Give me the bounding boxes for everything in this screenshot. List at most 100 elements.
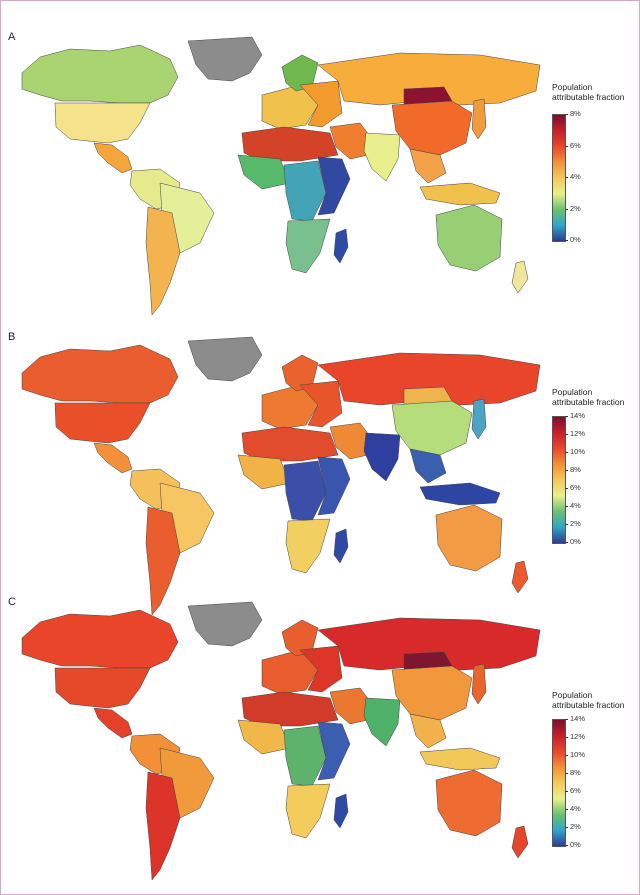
color-legend: Population attributable fraction 14% 12% 10%… [552,387,638,550]
legend-tick-mark [565,434,568,435]
region-greenland [187,36,263,82]
legend-tick-label: 10% [570,447,586,456]
region-india [363,697,401,747]
region-southern-africa [285,218,331,274]
region-east-africa [317,721,351,781]
region-southeast-asia [409,713,447,749]
legend-tick-mark [565,737,568,738]
legend-tick-label: 2% [570,822,581,831]
region-japan [471,98,487,140]
legend-tick-mark [565,827,568,828]
region-indonesia [419,747,501,771]
region-north-america-canada [21,609,179,669]
region-west-africa [237,454,291,490]
legend-title: Population attributable fraction [552,690,638,710]
panel-label: C [8,596,16,608]
region-japan [471,398,487,440]
legend-tick-label: 2% [570,203,581,213]
legend-colorbar [552,719,566,847]
region-usa [54,102,151,144]
legend-tick-mark [565,845,568,846]
world-choropleth-map [21,336,541,616]
legend-tick-label: 8% [570,109,581,118]
color-legend: Population attributable fraction 14% 12% 10%… [552,690,638,853]
legend-title-line2: attributable fraction [552,700,625,710]
legend-title-line1: Population [552,82,593,92]
region-madagascar [333,528,349,564]
legend-colorbar [552,114,566,242]
legend-tick-label: 6% [570,786,581,795]
legend-tick-mark [565,114,568,115]
region-north-america-canada [21,344,179,404]
legend-tick-label: 0% [570,537,581,546]
region-east-africa [317,456,351,516]
legend-tick-label: 6% [570,483,581,492]
region-china [391,665,473,721]
legend-tick-mark [565,177,568,178]
legend-tick-label: 6% [570,140,581,150]
region-north-africa [241,126,339,162]
legend-tick-mark [565,488,568,489]
legend-tick-label: 8% [570,465,581,474]
legend-tick-mark [565,145,568,147]
region-central-america [93,442,133,474]
world-choropleth-map [21,601,541,881]
region-southern-africa [285,518,331,574]
region-new-zealand [511,560,529,594]
legend-tick-mark [565,240,568,241]
legend-tick-label: 14% [570,714,586,723]
legend-tick-mark [565,542,568,543]
region-australia [435,504,503,572]
legend-tick-label: 12% [570,429,586,438]
region-new-zealand [511,260,529,294]
legend-tick-mark [565,208,568,210]
color-legend: Population attributable fraction 8% 6% 4% 2% 0… [552,82,638,248]
legend-tick-mark [565,506,568,507]
region-central-america [93,142,133,174]
region-north-africa [241,691,339,727]
world-choropleth-map [21,36,541,316]
region-greenland [187,336,263,382]
region-china [391,100,473,156]
region-north-america-canada [21,44,179,104]
legend-title-line1: Population [552,690,593,700]
legend-tick-mark [565,719,568,720]
legend-title: Population attributable fraction [552,82,638,102]
region-new-zealand [511,825,529,859]
region-southeast-asia [409,448,447,484]
legend-tick-label: 4% [570,804,581,813]
region-madagascar [333,793,349,829]
panel-label: B [8,331,16,343]
legend-colorbar [552,416,566,544]
legend-tick-mark [565,755,568,756]
legend-tick-label: 14% [570,411,586,420]
region-north-africa [241,426,339,462]
map-panel-b: B [0,331,640,625]
legend-tick-mark [565,416,568,417]
region-west-africa [237,154,291,190]
region-usa [54,667,151,709]
legend-tick-mark [565,809,568,810]
region-india [363,132,401,182]
region-india [363,432,401,482]
legend-title: Population attributable fraction [552,387,638,407]
legend-tick-mark [565,470,568,471]
region-west-africa [237,719,291,755]
legend-tick-label: 0% [570,840,581,849]
region-usa [54,402,151,444]
legend-title-line1: Population [552,387,593,397]
region-southern-africa [285,783,331,839]
legend-tick-label: 2% [570,519,581,528]
legend-tick-mark [565,791,568,792]
region-australia [435,769,503,837]
legend-tick-label: 4% [570,501,581,510]
legend-tick-label: 12% [570,732,586,741]
legend-tick-label: 8% [570,768,581,777]
region-indonesia [419,182,501,206]
panel-label: A [8,31,16,43]
legend-tick-label: 0% [570,235,581,244]
region-greenland [187,601,263,647]
map-panel-a: A [0,31,640,325]
region-japan [471,663,487,705]
legend-tick-mark [565,452,568,453]
